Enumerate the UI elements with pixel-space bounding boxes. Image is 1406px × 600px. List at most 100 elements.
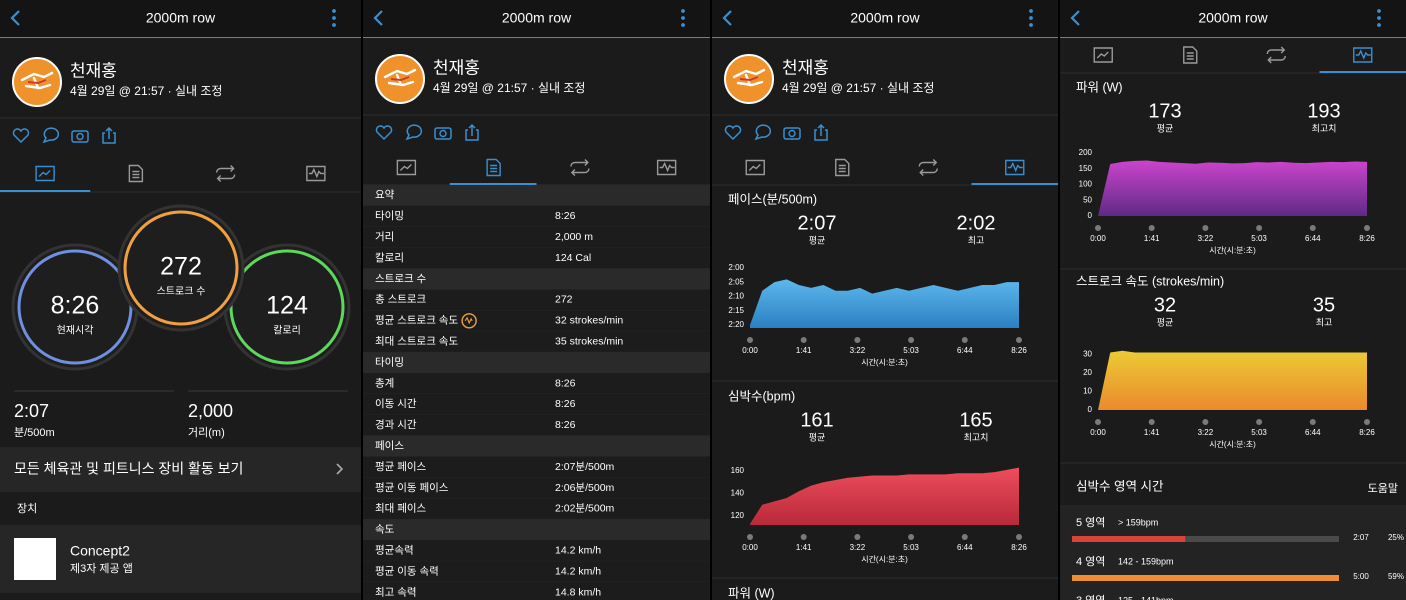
comment-icon[interactable] — [405, 124, 423, 141]
x-tick-mark — [747, 337, 753, 343]
x-tick-label: 3:22 — [1198, 234, 1214, 243]
tab-icon[interactable] — [918, 159, 938, 176]
menu-dot[interactable] — [681, 16, 685, 20]
tab-icon[interactable] — [396, 159, 417, 176]
chart-stat-label: 평균 — [1157, 317, 1174, 327]
chart-stat-value: 173 — [1148, 100, 1181, 122]
x-tick-label: 1:41 — [1144, 234, 1160, 243]
tab-icon[interactable] — [1266, 46, 1286, 64]
table-row — [363, 331, 710, 353]
tab-icon[interactable] — [486, 158, 501, 177]
zone-percent: 25% — [1388, 533, 1404, 542]
x-tick-mark — [908, 337, 915, 343]
camera-icon[interactable] — [783, 127, 801, 140]
stat-ring-value: 272 — [160, 253, 202, 281]
share-icon[interactable] — [814, 123, 828, 141]
tab-icon[interactable] — [215, 165, 236, 182]
menu-dot[interactable] — [1029, 9, 1033, 13]
tab-icon[interactable] — [1005, 159, 1025, 176]
table-row — [363, 477, 710, 499]
x-tick-label: 8:26 — [1359, 428, 1375, 437]
zone-name: 3 영역 — [1076, 594, 1105, 600]
link-row[interactable] — [0, 447, 361, 492]
tab-icon[interactable] — [656, 159, 677, 176]
menu-dot[interactable] — [332, 23, 336, 27]
y-tick-label: 150 — [1079, 164, 1093, 173]
camera-icon[interactable] — [434, 127, 452, 140]
x-tick-mark — [1309, 225, 1316, 231]
y-tick-label: 120 — [731, 511, 745, 520]
tab-icon[interactable] — [745, 159, 765, 176]
tab-icon[interactable] — [835, 158, 850, 177]
x-tick-mark — [1016, 534, 1022, 540]
tab-icon[interactable] — [306, 165, 326, 182]
y-tick-label: 2:00 — [728, 263, 744, 272]
chart-title: 스트로크 속도 (strokes/min) — [1076, 274, 1224, 288]
comment-icon[interactable] — [42, 127, 60, 144]
x-tick-mark — [1016, 337, 1022, 343]
x-tick-mark — [908, 534, 915, 540]
chart-stat-value: 165 — [959, 409, 992, 431]
table-row — [363, 373, 710, 394]
chart-stat-label: 평균 — [809, 235, 826, 245]
menu-dot[interactable] — [1029, 23, 1033, 27]
comment-icon[interactable] — [754, 124, 772, 141]
x-tick-mark — [1095, 225, 1101, 231]
back-button[interactable] — [10, 10, 20, 26]
row-label: 평균 스트로크 속도 — [375, 315, 458, 327]
like-icon[interactable] — [724, 125, 742, 141]
x-tick-mark — [1309, 419, 1316, 425]
tab-icon[interactable] — [35, 165, 55, 182]
device-row[interactable] — [0, 525, 361, 593]
like-icon[interactable] — [375, 125, 393, 141]
back-button[interactable] — [722, 10, 732, 26]
back-button[interactable] — [373, 10, 383, 26]
x-tick-label: 5:03 — [1251, 234, 1267, 243]
menu-dot[interactable] — [332, 9, 336, 13]
menu-dot[interactable] — [681, 23, 685, 27]
chart-title: 페이스(분/500m) — [728, 192, 817, 206]
menu-dot[interactable] — [1377, 9, 1381, 13]
header-title: 2000m row — [146, 10, 216, 26]
share-icon[interactable] — [465, 123, 479, 141]
x-tick-label: 1:41 — [796, 346, 812, 355]
tab-icon[interactable] — [570, 159, 590, 176]
stat-ring-value: 8:26 — [51, 292, 100, 320]
tab-icon[interactable] — [128, 164, 144, 183]
x-tick-label: 6:44 — [957, 543, 973, 552]
camera-icon[interactable] — [71, 130, 89, 143]
tab-icon[interactable] — [1093, 47, 1113, 63]
zones-help[interactable]: 도움말 — [1368, 482, 1398, 495]
link-text: 모든 체육관 및 피트니스 장비 활동 보기 — [14, 461, 243, 477]
x-tick-mark — [800, 534, 807, 540]
back-button[interactable] — [1070, 10, 1080, 26]
menu-dot[interactable] — [1029, 16, 1033, 20]
menu-dot[interactable] — [1377, 23, 1381, 27]
x-tick-label: 3:22 — [850, 543, 866, 552]
info-icon[interactable] — [461, 313, 477, 329]
zone-time: 2:07 — [1353, 533, 1369, 542]
x-tick-mark — [1148, 419, 1155, 425]
device-name: Concept2 — [70, 543, 130, 559]
tab-icon[interactable] — [1183, 46, 1198, 64]
menu-dot[interactable] — [332, 16, 336, 20]
menu-dot[interactable] — [681, 9, 685, 13]
row-value: 32 strokes/min — [555, 315, 623, 327]
table-row — [363, 205, 710, 227]
avatar-figure-red — [739, 76, 759, 82]
x-tick-mark — [747, 534, 753, 540]
menu-dot[interactable] — [1377, 16, 1381, 20]
x-tick-mark — [1148, 225, 1155, 231]
table-row — [363, 394, 710, 415]
share-icon[interactable] — [102, 126, 116, 144]
table-row — [363, 561, 710, 583]
tab-icon[interactable] — [1353, 47, 1373, 63]
row-value: 124 Cal — [555, 252, 591, 264]
stat-label: 분/500m — [14, 427, 55, 439]
like-icon[interactable] — [12, 128, 30, 144]
row-label: 총 스트로크 — [375, 294, 427, 306]
x-tick-label: 3:22 — [850, 346, 866, 355]
stat-ring — [123, 210, 239, 326]
header-bar — [363, 0, 710, 37]
zones-box — [1060, 505, 1406, 600]
